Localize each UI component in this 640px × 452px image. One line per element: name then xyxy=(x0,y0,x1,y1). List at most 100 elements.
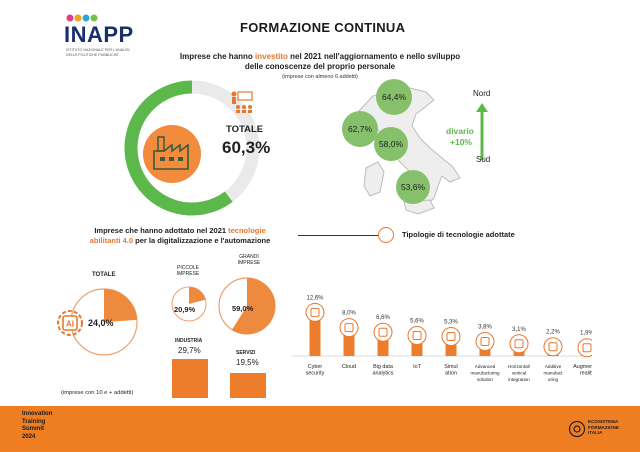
page-title: FORMAZIONE CONTINUA xyxy=(240,20,406,35)
investment-note: (imprese con almeno 6 addetti) xyxy=(282,74,358,80)
large-enterprises-pie xyxy=(218,277,276,335)
sardinia-shape xyxy=(363,161,385,197)
nord-label: Nord xyxy=(473,89,491,98)
tech-icon xyxy=(480,336,490,346)
footer-event-title: Innovation Training Summit 2024 xyxy=(22,411,52,441)
tech-category-label: security xyxy=(306,371,325,377)
industry-bar xyxy=(172,359,208,398)
tech-value-label: 5,3% xyxy=(444,320,458,326)
services-label: SERVIZI xyxy=(236,350,256,356)
tech-value-label: 12,6% xyxy=(306,295,324,301)
small-enterprises-label: PICCOLE IMPRESE xyxy=(176,265,200,277)
region-bubble-nord-est: 62,7% xyxy=(342,111,378,147)
large-enterprises-pie-slice xyxy=(231,278,275,334)
tech-total-pie-slice xyxy=(104,289,137,322)
legend-label: Tipologie di tecnologie adottate xyxy=(402,230,515,239)
region-value-centro: 58,0% xyxy=(378,139,404,149)
tech-heading: Imprese che hanno adottato nel 2021 tecn… xyxy=(89,226,271,245)
tech-icon-circle xyxy=(543,337,563,357)
tech-total-label: TOTALE xyxy=(92,272,116,278)
industry-label: INDUSTRIA xyxy=(175,338,203,344)
partner-logo-text: ECOSISTEMA FORMAZIONE ITALIA xyxy=(588,419,619,436)
tech-icon-circle xyxy=(577,338,592,358)
footer-line-4: 2024 xyxy=(22,433,36,440)
tech-category-label: vertical xyxy=(512,371,527,376)
tech-value-label: 6,6% xyxy=(376,315,390,321)
tech-value-label: 3,1% xyxy=(512,327,526,333)
ecosistema-logo-icon xyxy=(568,420,586,438)
small-enterprises-pie xyxy=(171,286,207,322)
tech-icon-circle xyxy=(509,334,529,354)
region-value-nord-ovest: 64,4% xyxy=(381,92,407,102)
factory-icon xyxy=(153,136,189,170)
divario-label: divario xyxy=(446,126,474,136)
tech-value-label: 5,6% xyxy=(410,319,424,325)
investment-heading-highlight: investito xyxy=(255,52,288,61)
tech-icon-circle xyxy=(305,302,325,322)
tech-bar xyxy=(309,314,321,356)
up-arrow-icon xyxy=(476,103,488,160)
tech-category-label: manufact xyxy=(544,371,564,376)
tech-value-label: 8,0% xyxy=(342,311,356,317)
tech-category-label: ation xyxy=(445,371,457,377)
tech-category-label: analytics xyxy=(373,371,394,377)
tech-note: (imprese con 10 e + addetti) xyxy=(61,390,134,396)
tech-icon xyxy=(514,339,524,349)
small-enterprises-pie-slice xyxy=(189,287,206,304)
tech-total-pie xyxy=(70,288,138,356)
small-enterprises-value: 20,9% xyxy=(174,305,196,314)
tech-value-label: 3,8% xyxy=(478,324,492,330)
tech-icon-circle xyxy=(373,322,393,342)
region-value-sud: 53,6% xyxy=(400,182,426,192)
tech-icon xyxy=(582,343,592,353)
tech-icon xyxy=(446,332,456,342)
ai-chip-icon: AI xyxy=(57,310,83,336)
investment-total-value: 60,3% xyxy=(222,138,271,157)
tech-category-label: uring xyxy=(548,377,559,382)
tech-category-label: IoT xyxy=(413,364,421,370)
tech-category-label: manufacturing xyxy=(470,371,500,376)
inapp-logo: INAPP ISTITUTO NAZIONALE PER L'ANALISI D… xyxy=(64,12,166,62)
tech-bar xyxy=(411,337,423,356)
region-bubble-centro: 58,0% xyxy=(374,127,408,161)
tech-icon xyxy=(548,342,558,352)
tech-category-label: Horizontal/ xyxy=(508,364,531,369)
tech-bar xyxy=(377,334,389,356)
divario-value: +10% xyxy=(450,137,472,147)
tech-category-label: Big data xyxy=(373,364,393,370)
tech-icon xyxy=(310,307,320,317)
industry-value: 29,7% xyxy=(178,346,201,355)
tech-heading-highlight: tecnologie xyxy=(228,226,266,235)
investment-total-label: TOTALE xyxy=(226,124,264,135)
investment-heading-line2: delle conoscenze del proprio personale xyxy=(244,62,396,71)
tech-icon-circle xyxy=(407,326,427,346)
tech-icon xyxy=(378,327,388,337)
tech-value-label: 2,2% xyxy=(546,330,560,336)
tech-category-label: solution xyxy=(477,377,493,382)
region-value-nord-est: 62,7% xyxy=(347,124,373,134)
large-enterprises-value: 59,0% xyxy=(232,304,254,313)
footer-line-3: Summit xyxy=(22,426,45,432)
footer-line-1: Innovation xyxy=(22,411,53,417)
large-enterprises-label: GRANDI IMPRESE xyxy=(237,254,261,266)
region-bubble-sud: 53,6% xyxy=(396,170,430,204)
services-bar xyxy=(230,372,266,398)
tech-icon-circle xyxy=(441,327,461,347)
services-value: 19,5% xyxy=(236,358,259,367)
tech-category-label: integration xyxy=(508,377,530,382)
legend-circle xyxy=(378,227,394,243)
logo-dots-icon xyxy=(66,14,98,22)
classroom-icon xyxy=(231,91,253,113)
tech-icon-circle xyxy=(339,318,359,338)
footer-bar xyxy=(0,406,640,452)
logo-subtitle-line-1: ISTITUTO NAZIONALE PER L'ANALISI xyxy=(66,48,130,52)
tech-category-label: Advanced xyxy=(475,364,496,369)
logo-subtitle-line-2: DELLE POLITICHE PUBBLICHE xyxy=(66,53,119,57)
sud-label: Sud xyxy=(476,155,491,164)
investment-gauge-arc xyxy=(124,80,233,216)
tech-category-label: Cloud xyxy=(342,364,356,370)
tech-category-label: Cyber xyxy=(308,364,323,370)
tech-icon xyxy=(412,331,422,341)
tech-heading-highlight-2: abilitanti 4.0 xyxy=(89,235,134,245)
